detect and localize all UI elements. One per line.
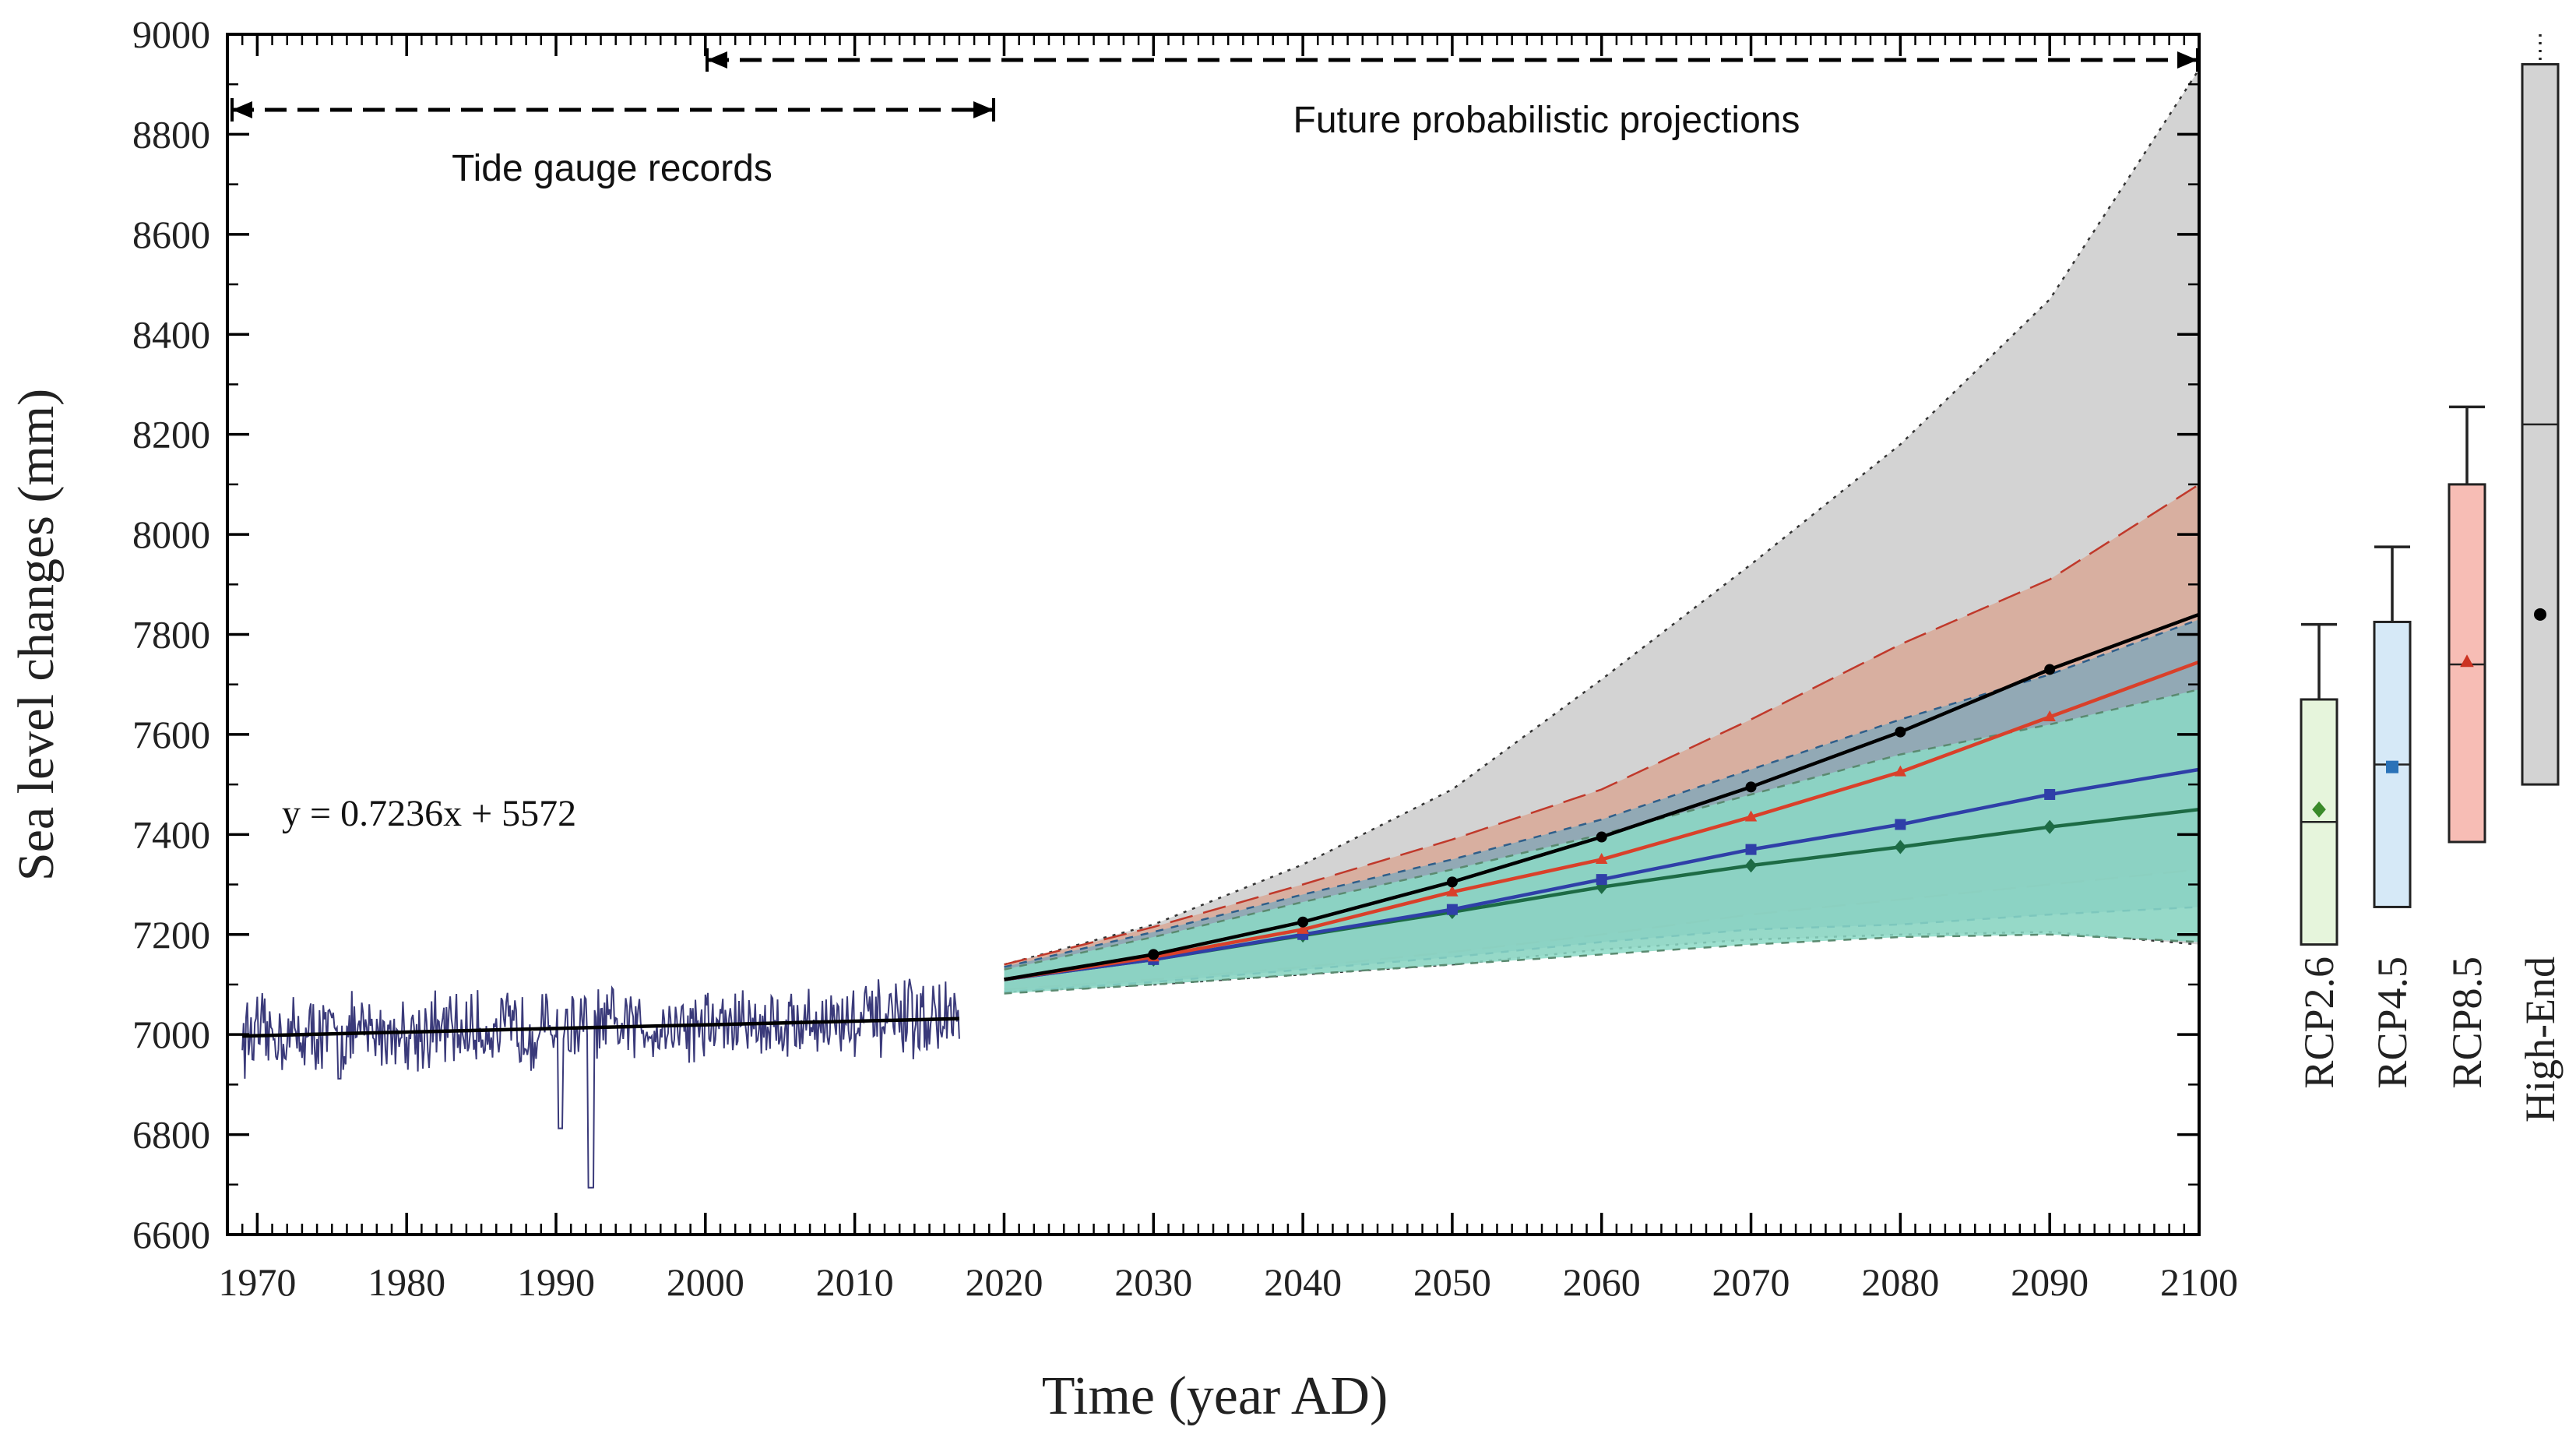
y-tick-label: 7200 — [132, 913, 210, 957]
y-tick-label: 8200 — [132, 413, 210, 456]
point-high-end-2050 — [1446, 876, 1458, 888]
point-rcp8-5-2090 — [2043, 710, 2056, 722]
future-projections-label: Future probabilistic projections — [1293, 100, 1800, 141]
trend-equation: y = 0.7236x + 5572 — [282, 793, 576, 834]
axes: 1970 1980 1990 2000 2010 2020 2030 2040 2050 2060… — [132, 12, 2238, 1304]
boxplot-label-high-end: High-End — [2517, 957, 2564, 1122]
point-rcp8-5-2060 — [1596, 853, 1608, 865]
y-tick-label: 7400 — [132, 812, 210, 856]
x-tick-label: 2020 — [965, 1260, 1043, 1304]
mean-rcp2-6 — [2312, 801, 2326, 818]
y-tick-label: 7000 — [132, 1013, 210, 1056]
boxplot-rcp8-5: RCP8.5 — [2444, 405, 2490, 1089]
tide-gauge-observations — [241, 978, 960, 1189]
band-upper-edge — [1004, 69, 2201, 966]
point-rcp2-6-2080 — [1894, 840, 1907, 854]
y-tick-label: 8800 — [132, 112, 210, 156]
point-high-end-2080 — [1895, 726, 1906, 738]
x-tick-label: 2040 — [1264, 1260, 1342, 1304]
point-rcp2-6-2090 — [2043, 819, 2056, 834]
y-tick-label: 9000 — [132, 12, 210, 56]
y-tick-label: 7800 — [132, 613, 210, 657]
tide-gauge-label: Tide gauge records — [452, 148, 772, 189]
projection-lines — [1004, 612, 2200, 981]
point-high-end-2030 — [1148, 949, 1160, 960]
point-high-end-2090 — [2044, 664, 2056, 675]
boxplot-label-rcp2-6: RCP2.6 — [2296, 957, 2342, 1089]
tide-gauge-span-arrow — [231, 98, 995, 122]
x-tick-label: 2030 — [1114, 1260, 1192, 1304]
y-tick-label: 8600 — [132, 213, 210, 256]
point-high-end-2060 — [1596, 831, 1607, 843]
trend-line — [242, 1016, 959, 1038]
x-tick-label: 2080 — [1861, 1260, 1939, 1304]
x-tick-label: 1980 — [368, 1260, 445, 1304]
boxplot-rcp2-6: RCP2.6 — [2296, 622, 2342, 1089]
point-rcp8-5-2080 — [1894, 765, 1907, 777]
point-rcp8-5-2050 — [1446, 885, 1459, 897]
mean-high-end — [2534, 608, 2546, 621]
mean-rcp8-5 — [2460, 654, 2474, 668]
x-tick-label: 2010 — [816, 1260, 894, 1304]
point-rcp4-5-2060 — [1596, 874, 1607, 886]
boxplot-label-rcp8-5: RCP8.5 — [2444, 957, 2490, 1089]
point-rcp8-5-2040 — [1297, 922, 1309, 934]
x-tick-label: 1970 — [218, 1260, 296, 1304]
x-axis-label: Time (year AD) — [1042, 1366, 1388, 1426]
point-rcp2-6-2070 — [1744, 858, 1758, 873]
tide-gauge-series — [241, 978, 960, 1189]
point-rcp4-5-2050 — [1446, 904, 1458, 915]
y-tick-label: 8000 — [132, 513, 210, 556]
x-tick-label: 2090 — [2011, 1260, 2089, 1304]
band-lower-edge — [1004, 933, 2200, 995]
point-rcp4-5-2070 — [1745, 844, 1757, 855]
band-upper-edge — [1004, 483, 2200, 966]
x-tick-label: 2100 — [2160, 1260, 2238, 1304]
mean-rcp4-5 — [2386, 760, 2398, 773]
x-tick-label: 2000 — [667, 1260, 744, 1304]
boxplot-high-end: High-End — [2517, 34, 2564, 1122]
x-tick-label: 2070 — [1712, 1260, 1790, 1304]
x-tick-label: 2060 — [1563, 1260, 1641, 1304]
boxplot-rcp4-5: RCP4.5 — [2369, 545, 2416, 1089]
point-rcp8-5-2070 — [1744, 810, 1758, 822]
boxplots: RCP2.6 RCP4.5 RCP8.5 High-End — [2296, 34, 2564, 1122]
y-tick-label: 6600 — [132, 1213, 210, 1256]
y-tick-label: 8400 — [132, 312, 210, 356]
point-rcp4-5-2080 — [1895, 819, 1906, 830]
y-axis-label: Sea level changes (mm) — [8, 389, 65, 881]
y-tick-label: 7600 — [132, 713, 210, 756]
y-tick-label: 6800 — [132, 1113, 210, 1157]
point-high-end-2070 — [1745, 781, 1757, 793]
future-span-arrow — [706, 48, 2199, 72]
point-high-end-2040 — [1297, 916, 1309, 928]
x-tick-label: 1990 — [517, 1260, 595, 1304]
point-rcp4-5-2090 — [2044, 788, 2056, 800]
x-tick-label: 2050 — [1413, 1260, 1491, 1304]
boxplot-label-rcp4-5: RCP4.5 — [2369, 957, 2416, 1089]
